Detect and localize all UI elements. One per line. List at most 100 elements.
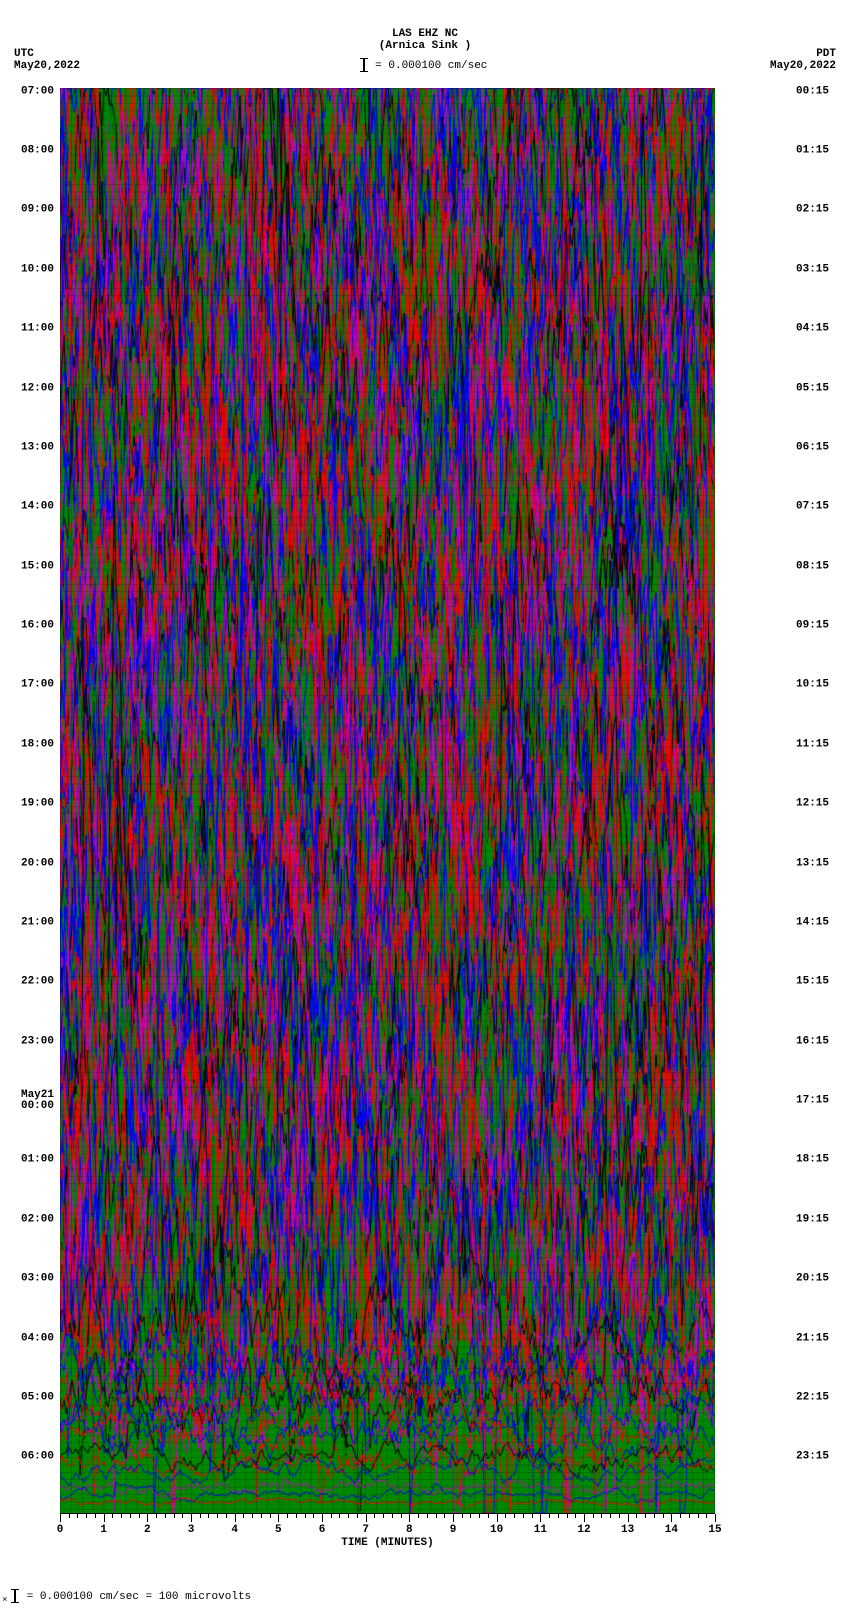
axis-tick-label: 03:00 bbox=[0, 1274, 58, 1285]
x-minor-tick bbox=[680, 1514, 681, 1518]
y-axis-left: 07:0008:0009:0010:0011:0012:0013:0014:00… bbox=[0, 88, 58, 1513]
x-minor-tick bbox=[130, 1514, 131, 1518]
axis-tick-label: 22:15 bbox=[792, 1392, 850, 1403]
right-tz: PDT bbox=[770, 48, 836, 60]
x-minor-tick bbox=[296, 1514, 297, 1518]
x-minor-tick bbox=[313, 1514, 314, 1518]
scale-bar-icon bbox=[363, 58, 365, 72]
footer-scale: × = 0.000100 cm/sec = 100 microvolts bbox=[2, 1589, 251, 1605]
x-tick-label: 10 bbox=[490, 1524, 503, 1536]
axis-tick-label: 16:00 bbox=[0, 621, 58, 632]
axis-tick-label: 18:15 bbox=[792, 1155, 850, 1166]
axis-tick-label: 01:00 bbox=[0, 1155, 58, 1166]
x-tick bbox=[671, 1514, 672, 1522]
helicorder-plot bbox=[60, 88, 715, 1513]
x-tick-label: 6 bbox=[319, 1524, 326, 1536]
x-minor-tick bbox=[174, 1514, 175, 1518]
x-tick bbox=[191, 1514, 192, 1522]
axis-tick-label: 16:15 bbox=[792, 1036, 850, 1047]
station-code: LAS EHZ NC bbox=[0, 28, 850, 40]
x-axis-ticks: 0123456789101112131415 bbox=[60, 1513, 715, 1525]
x-tick-label: 3 bbox=[188, 1524, 195, 1536]
x-minor-tick bbox=[706, 1514, 707, 1518]
x-minor-tick bbox=[243, 1514, 244, 1518]
x-minor-tick bbox=[436, 1514, 437, 1518]
chart-header: LAS EHZ NC (Arnica Sink ) = 0.000100 cm/… bbox=[0, 28, 850, 72]
x-minor-tick bbox=[514, 1514, 515, 1518]
trace-canvas bbox=[60, 88, 715, 1513]
x-minor-tick bbox=[593, 1514, 594, 1518]
scale-value: = 0.000100 cm/sec bbox=[369, 60, 488, 72]
x-tick bbox=[60, 1514, 61, 1522]
x-tick-label: 11 bbox=[534, 1524, 547, 1536]
x-tick bbox=[540, 1514, 541, 1522]
x-axis-label: TIME (MINUTES) bbox=[341, 1537, 433, 1549]
right-date: May20,2022 bbox=[770, 60, 836, 72]
x-minor-tick bbox=[689, 1514, 690, 1518]
x-tick-label: 2 bbox=[144, 1524, 151, 1536]
x-minor-tick bbox=[165, 1514, 166, 1518]
x-tick-label: 14 bbox=[665, 1524, 678, 1536]
x-minor-tick bbox=[287, 1514, 288, 1518]
left-tz: UTC bbox=[14, 48, 80, 60]
x-tick-label: 13 bbox=[621, 1524, 634, 1536]
x-minor-tick bbox=[331, 1514, 332, 1518]
x-minor-tick bbox=[261, 1514, 262, 1518]
x-minor-tick bbox=[532, 1514, 533, 1518]
axis-tick-label: 15:00 bbox=[0, 561, 58, 572]
axis-tick-label: 05:00 bbox=[0, 1392, 58, 1403]
x-minor-tick bbox=[479, 1514, 480, 1518]
axis-tick-label: 09:00 bbox=[0, 205, 58, 216]
right-tz-block: PDT May20,2022 bbox=[770, 48, 836, 72]
x-tick-label: 8 bbox=[406, 1524, 413, 1536]
axis-tick-label: 08:00 bbox=[0, 146, 58, 157]
x-minor-tick bbox=[69, 1514, 70, 1518]
x-minor-tick bbox=[357, 1514, 358, 1518]
x-tick-label: 12 bbox=[577, 1524, 590, 1536]
axis-tick-label: 20:15 bbox=[792, 1274, 850, 1285]
axis-tick-label: 06:15 bbox=[792, 442, 850, 453]
x-minor-tick bbox=[636, 1514, 637, 1518]
x-minor-tick bbox=[348, 1514, 349, 1518]
axis-tick-label: 19:15 bbox=[792, 1214, 850, 1225]
axis-tick-label: 14:15 bbox=[792, 917, 850, 928]
axis-tick-label: 13:00 bbox=[0, 442, 58, 453]
x-minor-tick bbox=[401, 1514, 402, 1518]
axis-tick-label: 10:00 bbox=[0, 264, 58, 275]
scale-bar-icon bbox=[14, 1589, 16, 1603]
x-tick-label: 1 bbox=[100, 1524, 107, 1536]
x-minor-tick bbox=[86, 1514, 87, 1518]
axis-tick-label: 12:00 bbox=[0, 383, 58, 394]
axis-tick-label: 15:15 bbox=[792, 977, 850, 988]
x-tick-label: 15 bbox=[708, 1524, 721, 1536]
axis-tick-label: 20:00 bbox=[0, 858, 58, 869]
x-minor-tick bbox=[200, 1514, 201, 1518]
x-tick-label: 5 bbox=[275, 1524, 282, 1536]
x-minor-tick bbox=[505, 1514, 506, 1518]
x-minor-tick bbox=[392, 1514, 393, 1518]
x-tick bbox=[453, 1514, 454, 1522]
x-minor-tick bbox=[575, 1514, 576, 1518]
axis-tick-label: 19:00 bbox=[0, 799, 58, 810]
x-minor-tick bbox=[462, 1514, 463, 1518]
axis-tick-label: 02:00 bbox=[0, 1214, 58, 1225]
axis-tick-label: 17:00 bbox=[0, 680, 58, 691]
x-tick bbox=[235, 1514, 236, 1522]
axis-tick-label: 17:15 bbox=[792, 1096, 850, 1107]
y-axis-right: 00:1501:1502:1503:1504:1505:1506:1507:15… bbox=[792, 88, 850, 1513]
axis-tick-label: 05:15 bbox=[792, 383, 850, 394]
x-minor-tick bbox=[182, 1514, 183, 1518]
x-tick bbox=[715, 1514, 716, 1522]
x-minor-tick bbox=[567, 1514, 568, 1518]
x-minor-tick bbox=[139, 1514, 140, 1518]
x-tick-label: 9 bbox=[450, 1524, 457, 1536]
axis-tick-label: 09:15 bbox=[792, 621, 850, 632]
x-tick-label: 7 bbox=[362, 1524, 369, 1536]
x-tick bbox=[147, 1514, 148, 1522]
axis-tick-label: May21 00:00 bbox=[0, 1090, 58, 1112]
x-minor-tick bbox=[383, 1514, 384, 1518]
x-minor-tick bbox=[427, 1514, 428, 1518]
x-minor-tick bbox=[95, 1514, 96, 1518]
axis-tick-label: 03:15 bbox=[792, 264, 850, 275]
x-minor-tick bbox=[654, 1514, 655, 1518]
